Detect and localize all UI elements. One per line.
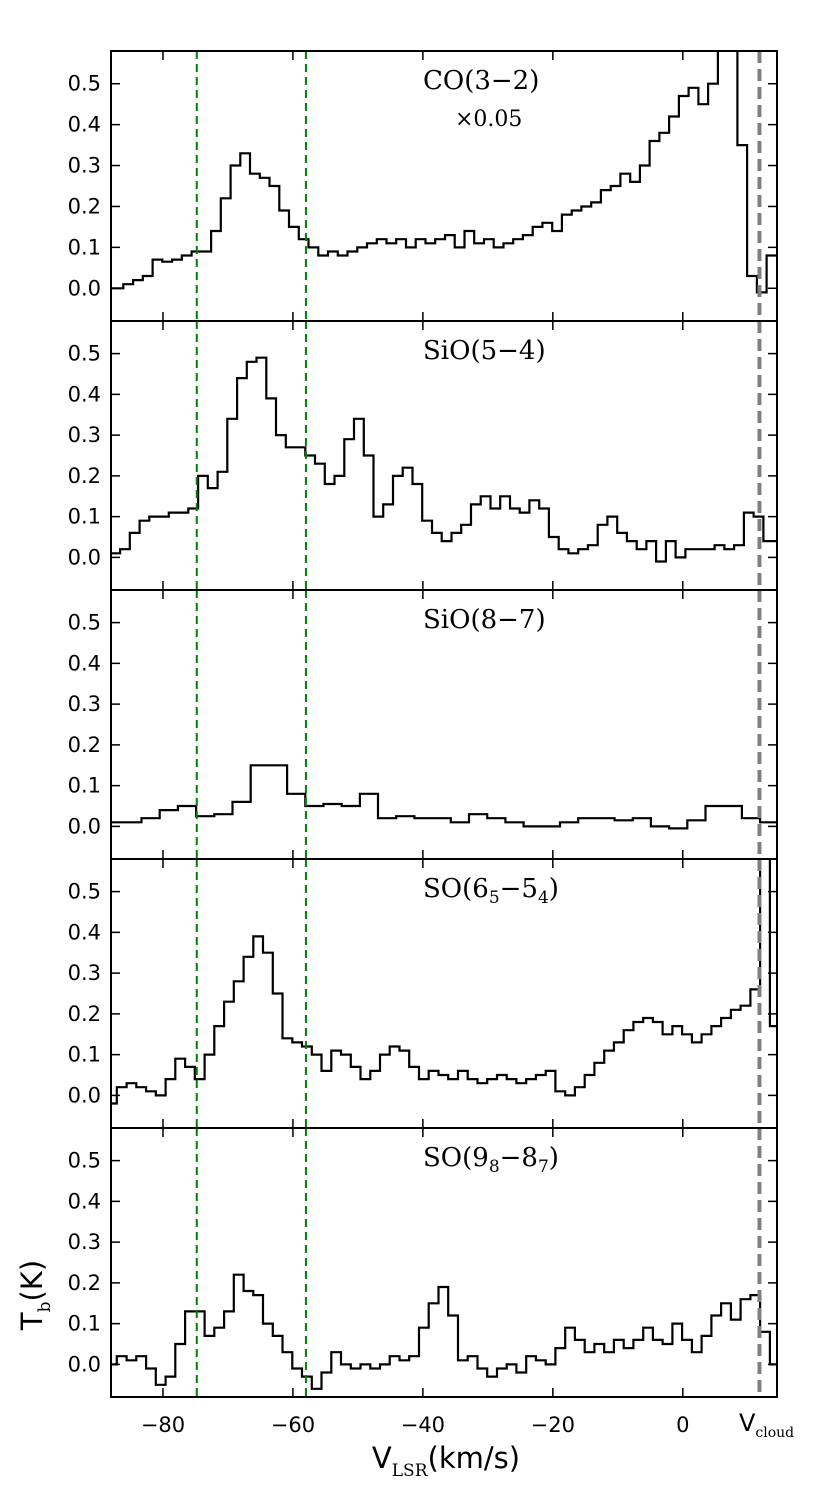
y-tick-label-0-3: 0.3 xyxy=(68,154,101,178)
panel-label-2: SiO(8−7) xyxy=(423,605,546,635)
y-tick-label-4-5: 0.5 xyxy=(68,1149,101,1173)
y-tick-label-4-3: 0.3 xyxy=(68,1230,101,1254)
spectrum-line-2 xyxy=(111,764,777,830)
y-axis-title-tail: (K) xyxy=(15,1260,49,1302)
y-tick-label-1-3: 0.3 xyxy=(68,423,101,447)
panel-label-main-0: CO(3−2) xyxy=(423,66,539,96)
y-tick-label-1-5: 0.5 xyxy=(68,342,101,366)
y-axis-title: Tb(K) xyxy=(15,1260,55,1331)
spectrum-line-0 xyxy=(111,51,777,294)
x-tick-label-3: −20 xyxy=(531,1413,575,1437)
panel-label-sub1-4: 8 xyxy=(489,1157,500,1177)
panel-label-3: SO(65−54) xyxy=(423,874,559,908)
panel-label-main-4: SO(9 xyxy=(423,1143,489,1173)
panel-label-sub2-3: 4 xyxy=(538,888,549,908)
y-axis-title-main: T xyxy=(15,1312,49,1331)
y-tick-label-3-2: 0.2 xyxy=(68,1002,101,1026)
spectrum-line-4 xyxy=(111,1273,777,1390)
y-tick-label-3-1: 0.1 xyxy=(68,1043,101,1067)
y-tick-label-2-0: 0.0 xyxy=(68,814,101,838)
y-tick-label-0-4: 0.4 xyxy=(68,113,101,137)
y-tick-label-0-0: 0.0 xyxy=(68,276,101,300)
y-tick-label-3-3: 0.3 xyxy=(68,961,101,985)
y-tick-label-2-3: 0.3 xyxy=(68,692,101,716)
y-tick-label-1-2: 0.2 xyxy=(68,464,101,488)
x-axis-title-sub: LSR xyxy=(392,1461,429,1481)
spectrum-line-3 xyxy=(111,859,777,1105)
x-tick-label-2: −40 xyxy=(401,1413,445,1437)
y-tick-label-4-0: 0.0 xyxy=(68,1352,101,1376)
y-tick-label-1-4: 0.4 xyxy=(68,382,101,406)
spectra-panels: 0.00.10.20.30.40.5 CO(3−2)×0.050.00.10.20… xyxy=(68,50,778,1398)
x-axis-title-tail: (km/s) xyxy=(428,1441,521,1475)
panel-label-1: SiO(5−4) xyxy=(423,336,546,366)
y-tick-label-4-2: 0.2 xyxy=(68,1271,101,1295)
panel-label-close-3: ) xyxy=(549,874,559,904)
panel-label-main-2: SiO(8−7) xyxy=(423,605,546,635)
panel-label-main-3: SO(6 xyxy=(423,874,489,904)
x-tick-label-4: 0 xyxy=(676,1413,689,1437)
y-tick-label-2-2: 0.2 xyxy=(68,733,101,757)
y-tick-label-3-4: 0.4 xyxy=(68,920,101,944)
panel-2: 0.0 0.1 0.2 0.3 0.4 0.5 SiO(8−7) xyxy=(68,589,778,860)
panel-label-mid-3: −5 xyxy=(500,874,538,904)
y-tick-label-4-1: 0.1 xyxy=(68,1312,101,1336)
y-axis-title-sub: b xyxy=(35,1301,55,1312)
y-tick-label-4-4: 0.4 xyxy=(68,1189,101,1213)
y-tick-label-2-4: 0.4 xyxy=(68,651,101,675)
y-tick-label-2-1: 0.1 xyxy=(68,774,101,798)
y-tick-label-3-0: 0.0 xyxy=(68,1083,101,1107)
x-axis-title-main: V xyxy=(372,1441,392,1475)
y-tick-label-0-2: 0.2 xyxy=(68,194,101,218)
v-cloud-label-sub: cloud xyxy=(755,1425,794,1441)
panel-multiplier-0: ×0.05 xyxy=(455,107,522,132)
x-tick-labels: −80 −60 −40 −20 0 xyxy=(141,1413,690,1437)
panel-0: 0.0 0.1 0.2 0.3 0.4 0.5 CO(3−2) ×0.05 xyxy=(68,50,778,322)
y-tick-label-0-5: 0.5 xyxy=(68,72,101,96)
panel-3: 0.0 0.1 0.2 0.3 0.4 0.5 SO(65−54) xyxy=(68,858,778,1129)
panel-label-sub1-3: 5 xyxy=(489,888,500,908)
y-tick-label-2-5: 0.5 xyxy=(68,611,101,635)
panel-label-close-4: ) xyxy=(549,1143,559,1173)
y-tick-label-3-5: 0.5 xyxy=(68,880,101,904)
y-tick-label-1-0: 0.0 xyxy=(68,545,101,569)
panel-label-main-1: SiO(5−4) xyxy=(423,336,546,366)
x-tick-label-1: −60 xyxy=(271,1413,315,1437)
panel-label-mid-4: −8 xyxy=(500,1143,538,1173)
panel-frame-4 xyxy=(110,1127,778,1398)
panel-1: 0.0 0.1 0.2 0.3 0.4 0.5 SiO(5−4) xyxy=(68,320,778,591)
y-tick-label-1-1: 0.1 xyxy=(68,505,101,529)
y-tick-label-0-1: 0.1 xyxy=(68,235,101,259)
v-cloud-label: Vcloud xyxy=(739,1409,794,1441)
panel-label-sub2-4: 7 xyxy=(538,1157,549,1177)
panel-label-4: SO(98−87) xyxy=(423,1143,559,1177)
x-axis-title: VLSR(km/s) xyxy=(372,1441,520,1481)
panel-4: 0.0 0.1 0.2 0.3 0.4 0.5 SO(98−87) xyxy=(68,1127,778,1398)
x-tick-label-0: −80 xyxy=(141,1413,185,1437)
spectrum-line-1 xyxy=(111,356,777,563)
panel-label-0: CO(3−2) xyxy=(423,66,539,96)
v-cloud-label-main: V xyxy=(739,1409,756,1437)
